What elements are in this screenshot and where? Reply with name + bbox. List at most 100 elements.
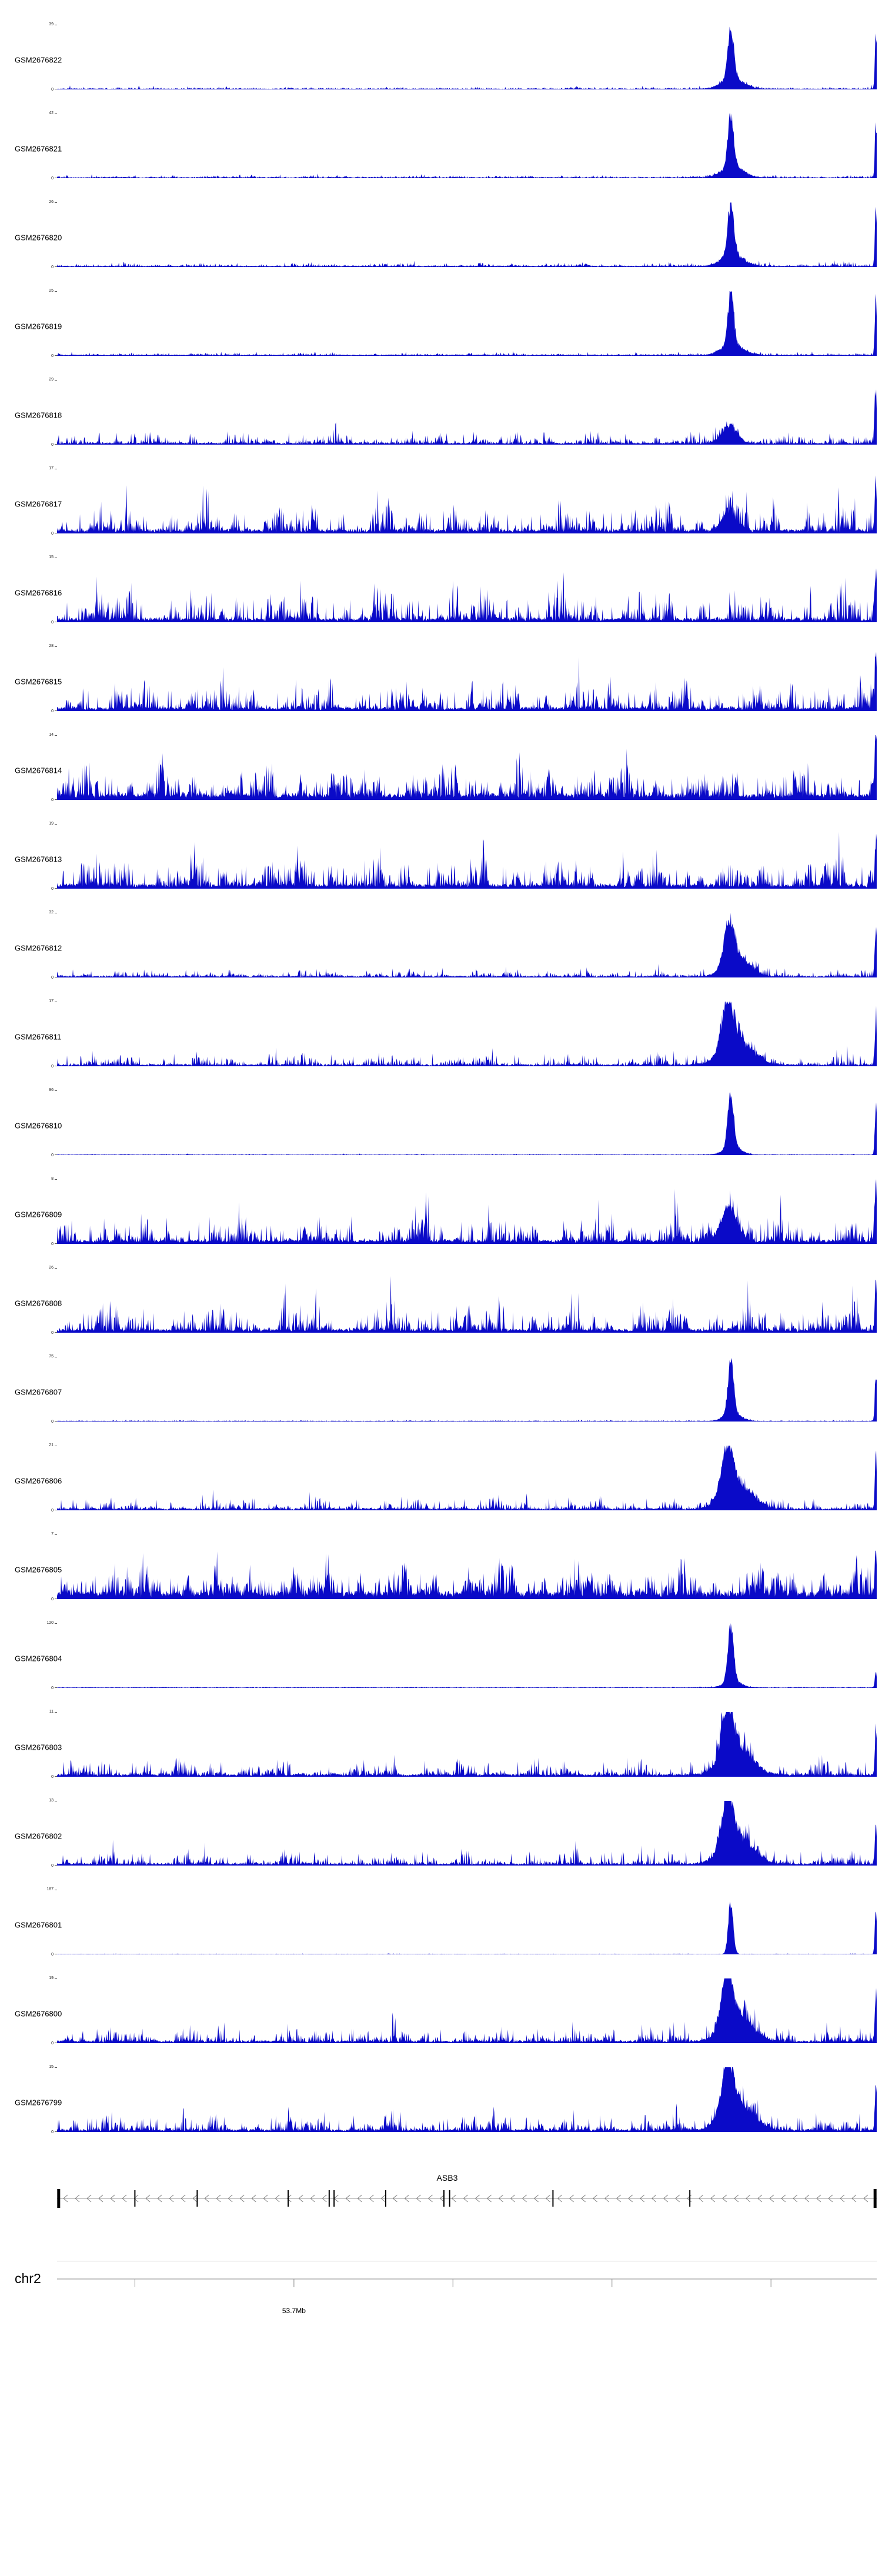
- track-row: GSM2676800 19 0: [0, 1969, 882, 2058]
- track-sample-label: GSM2676812: [15, 943, 62, 952]
- track-ymax-label: 75: [49, 1354, 54, 1359]
- track-ymax-label: 15: [49, 555, 54, 559]
- signal-area: [57, 1179, 877, 1244]
- strand-arrow-icon: [122, 2194, 127, 2203]
- strand-arrow-icon: [275, 2194, 280, 2203]
- strand-arrow-icon: [699, 2194, 704, 2203]
- signal-area: [57, 652, 877, 711]
- track-ymax-label: 96: [49, 1088, 54, 1092]
- strand-arrow-icon: [298, 2194, 303, 2203]
- track-ymin-label: 0: [51, 1953, 54, 1957]
- track-sample-label: GSM2676817: [15, 499, 62, 508]
- track-row: GSM2676818 29 0: [0, 371, 882, 459]
- strand-arrow-icon: [181, 2194, 186, 2203]
- strand-arrow-icon: [722, 2194, 727, 2203]
- track-ymax-label: 14: [49, 733, 54, 737]
- position-label: 53.7Mb: [282, 2307, 306, 2315]
- track-ymax-label: 39: [49, 22, 54, 26]
- strand-arrow-icon: [86, 2194, 92, 2203]
- track-sample-label: GSM2676815: [15, 677, 62, 686]
- track-signal-plot: 11 0: [49, 1710, 877, 1779]
- strand-arrow-icon: [380, 2194, 386, 2203]
- signal-area: [57, 1002, 877, 1066]
- track-sample-label: GSM2676813: [15, 855, 62, 863]
- gene-name-label: ASB3: [437, 2173, 458, 2183]
- track-ymax-label: 21: [49, 1443, 54, 1447]
- signal-area: [57, 1550, 877, 1599]
- exon-mark: [288, 2190, 289, 2207]
- track-sample-label: GSM2676804: [15, 1654, 62, 1663]
- track-sample-label: GSM2676809: [15, 1210, 62, 1219]
- track-sample-label: GSM2676801: [15, 1920, 62, 1929]
- strand-arrow-icon: [239, 2194, 245, 2203]
- track-row: GSM2676811 17 0: [0, 992, 882, 1081]
- strand-arrow-icon: [674, 2194, 680, 2203]
- strand-arrow-icon: [781, 2194, 786, 2203]
- gene-model-track: ASB3: [57, 2171, 877, 2217]
- signal-area: [57, 2067, 877, 2132]
- strand-arrow-icon: [357, 2194, 362, 2203]
- strand-arrow-icon: [204, 2194, 209, 2203]
- track-signal-plot: 42 0: [49, 111, 877, 181]
- strand-arrow-icon: [416, 2194, 421, 2203]
- track-ymin-label: 0: [51, 265, 54, 269]
- strand-arrow-icon: [863, 2194, 868, 2203]
- track-row: GSM2676806 21 0: [0, 1436, 882, 1525]
- strand-arrow-icon: [533, 2194, 539, 2203]
- strand-arrow-icon: [627, 2194, 633, 2203]
- track-ymin-label: 0: [51, 1597, 54, 1601]
- track-ymin-label: 0: [51, 2041, 54, 2046]
- track-sample-label: GSM2676822: [15, 55, 62, 64]
- track-row: GSM2676816 15 0: [0, 548, 882, 637]
- track-sample-label: GSM2676802: [15, 1831, 62, 1840]
- strand-arrow-icon: [369, 2194, 374, 2203]
- track-row: GSM2676815 28 0: [0, 637, 882, 726]
- exon-mark: [552, 2190, 554, 2207]
- track-row: GSM2676801 187 0: [0, 1880, 882, 1969]
- strand-arrow-icon: [734, 2194, 739, 2203]
- track-signal-plot: 29 0: [49, 378, 877, 447]
- strand-arrow-icon: [486, 2194, 492, 2203]
- signal-area: [57, 1978, 877, 2043]
- genome-axis-svg: 53.7Mb: [57, 2278, 877, 2315]
- track-ymin-label: 0: [51, 354, 54, 358]
- strand-arrow-icon: [592, 2194, 597, 2203]
- track-ymin-label: 0: [51, 2130, 54, 2134]
- strand-arrow-icon: [816, 2194, 821, 2203]
- strand-arrow-icon: [345, 2194, 350, 2203]
- strand-arrow-icon: [251, 2194, 256, 2203]
- gene-end-cap: [873, 2189, 877, 2208]
- strand-arrow-icon: [580, 2194, 586, 2203]
- strand-arrow-icon: [439, 2194, 445, 2203]
- strand-arrow-icon: [769, 2194, 774, 2203]
- strand-arrow-icon: [133, 2194, 139, 2203]
- track-ymax-label: 187: [46, 1887, 54, 1891]
- track-ymin-label: 0: [51, 620, 54, 625]
- track-signal-plot: 21 0: [49, 1443, 877, 1513]
- track-sample-label: GSM2676819: [15, 322, 62, 331]
- signal-area: [57, 1712, 877, 1777]
- exon-mark: [449, 2190, 450, 2207]
- signal-area: [57, 114, 877, 178]
- strand-arrow-icon: [851, 2194, 857, 2203]
- signal-area: [57, 568, 877, 622]
- strand-arrow-icon: [157, 2194, 162, 2203]
- track-signal-plot: 26 0: [49, 1266, 877, 1335]
- strand-arrow-icon: [451, 2194, 456, 2203]
- track-signal-plot: 17 0: [49, 466, 877, 536]
- track-row: GSM2676808 26 0: [0, 1259, 882, 1347]
- track-ymin-label: 0: [51, 1509, 54, 1513]
- strand-arrow-icon: [286, 2194, 292, 2203]
- track-signal-plot: 75 0: [49, 1354, 877, 1424]
- signal-area: [57, 389, 877, 445]
- track-sample-label: GSM2676803: [15, 1743, 62, 1751]
- track-sample-label: GSM2676821: [15, 144, 62, 153]
- strand-arrow-icon: [510, 2194, 515, 2203]
- track-signal-plot: 25 0: [49, 289, 877, 358]
- signal-area: [57, 1446, 877, 1510]
- strand-arrow-icon: [840, 2194, 845, 2203]
- track-ymin-label: 0: [51, 1065, 54, 1069]
- genome-axis-track: chr2 53.7Mb: [15, 2271, 877, 2321]
- track-row: GSM2676799 15 0: [0, 2058, 882, 2147]
